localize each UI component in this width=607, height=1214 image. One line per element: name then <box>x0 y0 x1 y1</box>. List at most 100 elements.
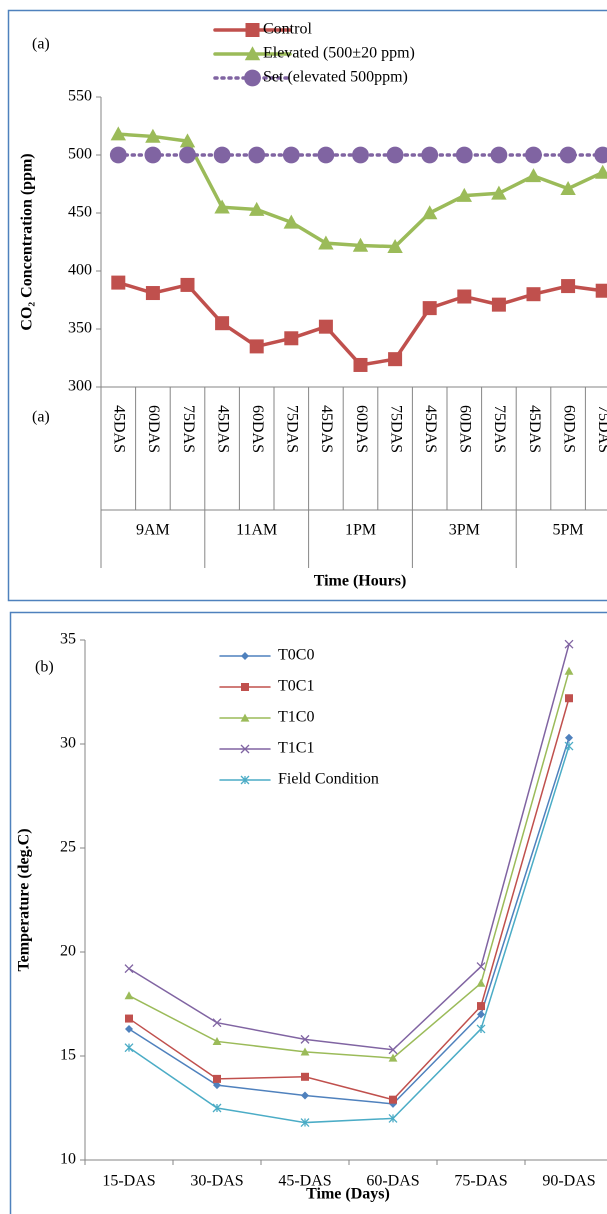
marker <box>491 297 506 312</box>
marker <box>389 1095 397 1104</box>
marker <box>240 775 250 785</box>
marker <box>476 962 486 972</box>
marker <box>595 164 607 179</box>
marker <box>144 146 162 164</box>
chart-frame <box>7 9 607 602</box>
marker <box>560 180 576 195</box>
y-tick-label: 25 <box>60 839 76 856</box>
x-tick-label: 75DAS <box>284 405 301 453</box>
marker <box>110 126 126 141</box>
y-tick-label: 15 <box>60 1047 76 1064</box>
marker <box>145 128 161 143</box>
group-label: 1PM <box>345 522 376 539</box>
legend-label: T1C0 <box>278 709 314 726</box>
x-tick-label: 90-DAS <box>542 1173 595 1190</box>
x-tick-label: 60DAS <box>353 405 370 453</box>
group-label: 9AM <box>136 522 170 539</box>
marker <box>456 187 472 202</box>
marker <box>240 744 250 754</box>
annotation: (a) <box>32 409 50 426</box>
y-tick-label: 400 <box>68 262 92 279</box>
marker <box>477 1010 485 1019</box>
marker <box>109 146 127 164</box>
series <box>125 733 573 1108</box>
marker <box>491 185 507 200</box>
x-tick-label: 60DAS <box>560 405 577 453</box>
marker <box>318 319 333 334</box>
marker <box>300 1118 310 1128</box>
y-tick-label: 350 <box>68 320 92 337</box>
marker <box>213 1074 221 1083</box>
x-tick-label: 45DAS <box>526 405 543 453</box>
marker <box>125 1014 133 1023</box>
marker <box>476 978 486 987</box>
series-line <box>128 670 570 1059</box>
annotation: (a) <box>32 36 50 53</box>
group-label: 5PM <box>553 522 584 539</box>
marker <box>559 146 577 164</box>
y-axis-title: Temperature (deg.C) <box>16 828 33 971</box>
marker <box>526 287 541 302</box>
marker <box>214 199 230 214</box>
marker <box>215 316 230 331</box>
series-line <box>128 745 570 1124</box>
marker <box>352 237 369 252</box>
series-line <box>128 643 570 1051</box>
marker <box>179 133 196 148</box>
marker <box>179 146 196 164</box>
marker <box>565 733 573 742</box>
series-line <box>128 697 570 1101</box>
group-label: 3PM <box>449 522 480 539</box>
legend-label: Field Condition <box>278 771 379 788</box>
series <box>109 146 607 164</box>
marker <box>283 214 299 229</box>
y-tick-label: 20 <box>60 943 76 960</box>
marker <box>284 331 299 346</box>
series <box>111 275 607 372</box>
marker <box>244 69 261 87</box>
x-tick-label: 75DAS <box>387 405 404 453</box>
x-tick-label: 75DAS <box>491 405 508 453</box>
marker <box>111 275 126 290</box>
y-tick-label: 300 <box>68 378 92 395</box>
marker <box>300 1034 310 1044</box>
marker <box>241 652 249 660</box>
series <box>110 126 607 253</box>
marker <box>353 357 368 372</box>
y-tick-label: 30 <box>60 735 76 752</box>
marker <box>213 146 231 164</box>
legend-label: T1C1 <box>278 740 314 757</box>
marker <box>386 146 404 164</box>
marker <box>561 279 576 294</box>
marker <box>124 1043 134 1053</box>
marker <box>422 205 438 220</box>
marker <box>388 1045 398 1055</box>
x-tick-label: 60DAS <box>249 405 266 453</box>
x-tick-label: 15-DAS <box>102 1173 155 1190</box>
marker <box>388 1113 398 1123</box>
marker <box>564 741 574 751</box>
legend-label: Set (elevated 500ppm) <box>263 69 408 86</box>
marker <box>300 1047 310 1056</box>
x-tick-label: 45DAS <box>214 405 231 453</box>
y-tick-label: 10 <box>60 1151 76 1168</box>
marker <box>352 146 369 164</box>
x-tick-label: 45DAS <box>111 405 128 453</box>
marker <box>490 146 508 164</box>
marker <box>476 1024 486 1034</box>
marker <box>249 201 265 216</box>
x-tick-label: 75DAS <box>595 405 607 453</box>
marker <box>124 991 134 1000</box>
legend-label: Control <box>263 21 312 38</box>
marker <box>125 1024 133 1033</box>
y-tick-label: 500 <box>68 146 92 163</box>
x-axis-title: Time (Hours) <box>314 573 407 590</box>
x-tick-label: 45DAS <box>422 405 439 453</box>
x-tick-label: 30-DAS <box>190 1173 243 1190</box>
series <box>124 666 574 1062</box>
x-axis-title: Time (Days) <box>306 1186 390 1203</box>
legend-label: T0C0 <box>278 647 314 664</box>
marker <box>317 146 335 164</box>
marker <box>525 146 542 164</box>
marker <box>249 339 264 354</box>
